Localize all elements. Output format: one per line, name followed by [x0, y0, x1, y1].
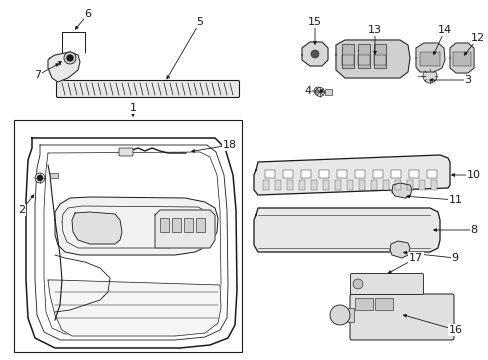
Bar	[301, 170, 310, 178]
Text: 12: 12	[470, 33, 484, 43]
Bar	[358, 180, 364, 190]
Polygon shape	[357, 44, 369, 68]
Text: 6: 6	[84, 9, 91, 19]
Polygon shape	[389, 241, 409, 258]
Bar	[323, 180, 328, 190]
Bar	[372, 170, 382, 178]
Bar	[50, 173, 58, 178]
Text: 14: 14	[437, 25, 451, 35]
Polygon shape	[253, 208, 439, 252]
Circle shape	[329, 305, 349, 325]
Text: 11: 11	[448, 195, 462, 205]
Circle shape	[64, 52, 76, 64]
Bar	[196, 218, 204, 232]
Bar	[354, 298, 372, 310]
Bar	[298, 180, 305, 190]
Bar	[390, 170, 400, 178]
Bar	[341, 55, 353, 65]
Text: 7: 7	[34, 70, 41, 80]
Polygon shape	[449, 43, 473, 73]
Text: 18: 18	[223, 140, 237, 150]
Polygon shape	[373, 44, 385, 68]
Bar	[336, 170, 346, 178]
Bar	[357, 55, 369, 65]
Bar	[14, 120, 242, 352]
Text: 2: 2	[19, 205, 25, 215]
Bar	[325, 89, 331, 95]
FancyBboxPatch shape	[57, 81, 239, 98]
Polygon shape	[391, 183, 411, 198]
Circle shape	[315, 87, 324, 96]
FancyBboxPatch shape	[350, 274, 423, 294]
Text: 16: 16	[448, 325, 462, 335]
Bar	[418, 180, 424, 190]
Polygon shape	[253, 155, 449, 195]
Text: 5: 5	[196, 17, 203, 27]
Bar	[406, 180, 412, 190]
Bar	[334, 180, 340, 190]
FancyBboxPatch shape	[119, 148, 133, 156]
Bar	[452, 52, 470, 66]
Bar	[160, 218, 169, 232]
Circle shape	[38, 176, 42, 180]
Bar	[373, 55, 385, 65]
Text: 3: 3	[464, 75, 470, 85]
Polygon shape	[72, 212, 122, 244]
Bar	[354, 170, 364, 178]
Circle shape	[422, 69, 436, 83]
Text: 10: 10	[466, 170, 480, 180]
Bar	[394, 180, 400, 190]
Text: 1: 1	[129, 103, 136, 113]
Bar	[430, 180, 436, 190]
Bar	[426, 170, 436, 178]
Bar	[370, 180, 376, 190]
Polygon shape	[48, 280, 221, 336]
Bar	[318, 170, 328, 178]
Bar	[408, 170, 418, 178]
Polygon shape	[26, 138, 237, 348]
Polygon shape	[48, 52, 80, 82]
Bar	[339, 308, 353, 322]
Bar	[419, 52, 439, 66]
Bar	[346, 180, 352, 190]
Text: 4: 4	[304, 86, 311, 96]
Bar	[172, 218, 181, 232]
Circle shape	[313, 87, 321, 95]
Polygon shape	[415, 43, 444, 72]
Bar	[263, 180, 268, 190]
Bar	[264, 170, 274, 178]
Text: 8: 8	[469, 225, 477, 235]
FancyBboxPatch shape	[349, 294, 453, 340]
Circle shape	[310, 50, 318, 58]
Polygon shape	[302, 42, 327, 66]
Bar	[382, 180, 388, 190]
Bar	[310, 180, 316, 190]
Circle shape	[35, 173, 45, 183]
Text: 13: 13	[367, 25, 381, 35]
Text: 9: 9	[450, 253, 458, 263]
Polygon shape	[335, 40, 409, 78]
Bar	[286, 180, 292, 190]
Bar	[374, 298, 392, 310]
Polygon shape	[155, 210, 215, 248]
Bar	[183, 218, 193, 232]
Polygon shape	[341, 44, 353, 68]
Polygon shape	[55, 197, 218, 255]
Text: 15: 15	[307, 17, 321, 27]
Text: 17: 17	[408, 253, 422, 263]
Bar	[274, 180, 281, 190]
Circle shape	[67, 55, 73, 61]
Circle shape	[352, 279, 362, 289]
Bar	[283, 170, 292, 178]
